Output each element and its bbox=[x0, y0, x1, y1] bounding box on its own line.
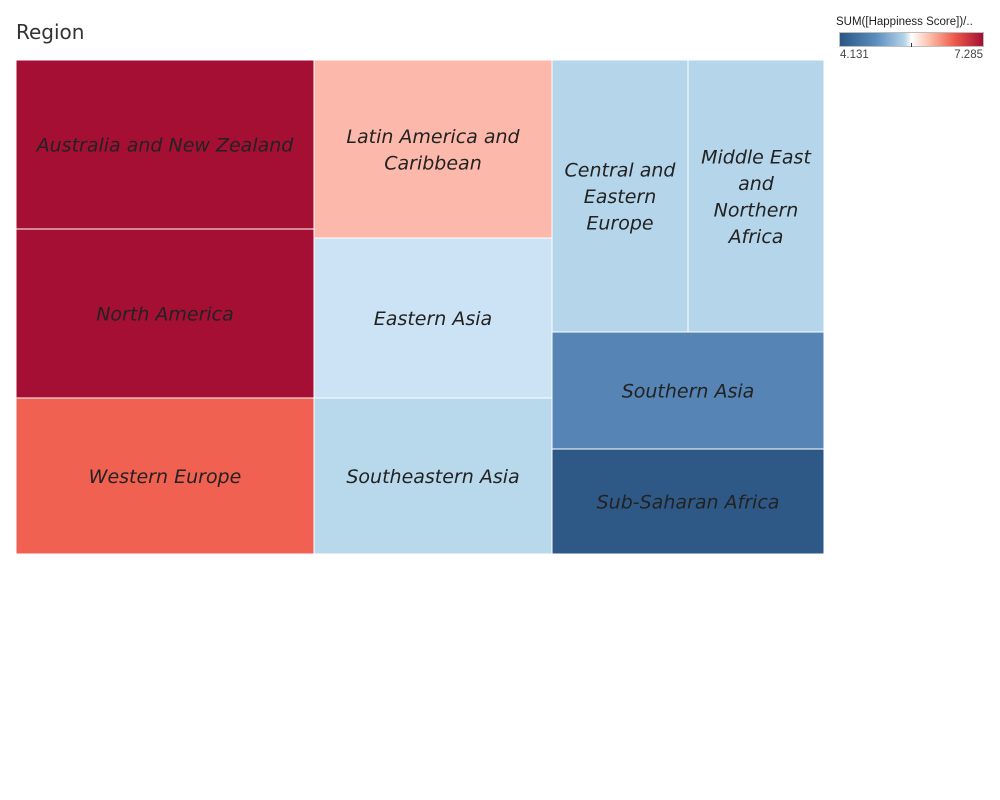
tile-label: Southern Asia bbox=[622, 381, 755, 403]
tile-rect[interactable] bbox=[551, 59, 689, 333]
tile-label: Western Europe bbox=[89, 466, 242, 488]
tile-rect[interactable] bbox=[687, 59, 825, 333]
treemap-tile-sub-saharan-africa[interactable]: Sub-Saharan Africa bbox=[551, 448, 825, 555]
tile-rect[interactable] bbox=[15, 228, 315, 399]
treemap-tile-north-america[interactable]: North America bbox=[15, 228, 315, 399]
legend-min-label: 4.131 bbox=[840, 49, 869, 61]
tile-label: Middle East and Northern Africa bbox=[701, 146, 812, 248]
tile-label: North America bbox=[96, 304, 234, 326]
tile-rect[interactable] bbox=[551, 331, 825, 450]
tile-label: Eastern Asia bbox=[374, 308, 492, 330]
sheet-title: Region bbox=[16, 20, 85, 44]
legend-title: SUM([Happiness Score])/.. bbox=[836, 16, 973, 28]
tile-rect[interactable] bbox=[15, 59, 315, 230]
treemap-tile-australia-and-new-zealand[interactable]: Australia and New Zealand bbox=[15, 59, 315, 230]
treemap-tile-eastern-asia[interactable]: Eastern Asia bbox=[313, 237, 553, 399]
legend-color-ramp bbox=[839, 32, 984, 47]
legend-center-mark bbox=[911, 43, 912, 47]
treemap-tile-southern-asia[interactable]: Southern Asia bbox=[551, 331, 825, 450]
tile-label: Australia and New Zealand bbox=[35, 135, 295, 157]
legend-max-label: 7.285 bbox=[954, 49, 983, 61]
treemap-tile-southeastern-asia[interactable]: Southeastern Asia bbox=[313, 397, 553, 555]
tile-rect[interactable] bbox=[313, 397, 553, 555]
tile-rect[interactable] bbox=[551, 448, 825, 555]
tile-rect[interactable] bbox=[15, 397, 315, 555]
tile-label: Latin America and Caribbean bbox=[346, 126, 520, 175]
legend-ticks: 4.131 7.285 bbox=[836, 49, 986, 63]
treemap-tile-central-and-eastern-europe[interactable]: Central and Eastern Europe bbox=[551, 59, 689, 333]
treemap-tile-middle-east-and-northern-africa[interactable]: Middle East and Northern Africa bbox=[687, 59, 825, 333]
treemap-tile-latin-america-and-caribbean[interactable]: Latin America and Caribbean bbox=[313, 59, 553, 239]
tile-rect[interactable] bbox=[313, 59, 553, 239]
tile-label: Southeastern Asia bbox=[346, 466, 519, 488]
tile-label: Central and Eastern Europe bbox=[565, 160, 677, 235]
tile-label: Sub-Saharan Africa bbox=[597, 492, 780, 514]
color-legend: SUM([Happiness Score])/.. 4.131 7.285 bbox=[836, 16, 986, 63]
treemap-tile-western-europe[interactable]: Western Europe bbox=[15, 397, 315, 555]
tile-rect[interactable] bbox=[313, 237, 553, 399]
